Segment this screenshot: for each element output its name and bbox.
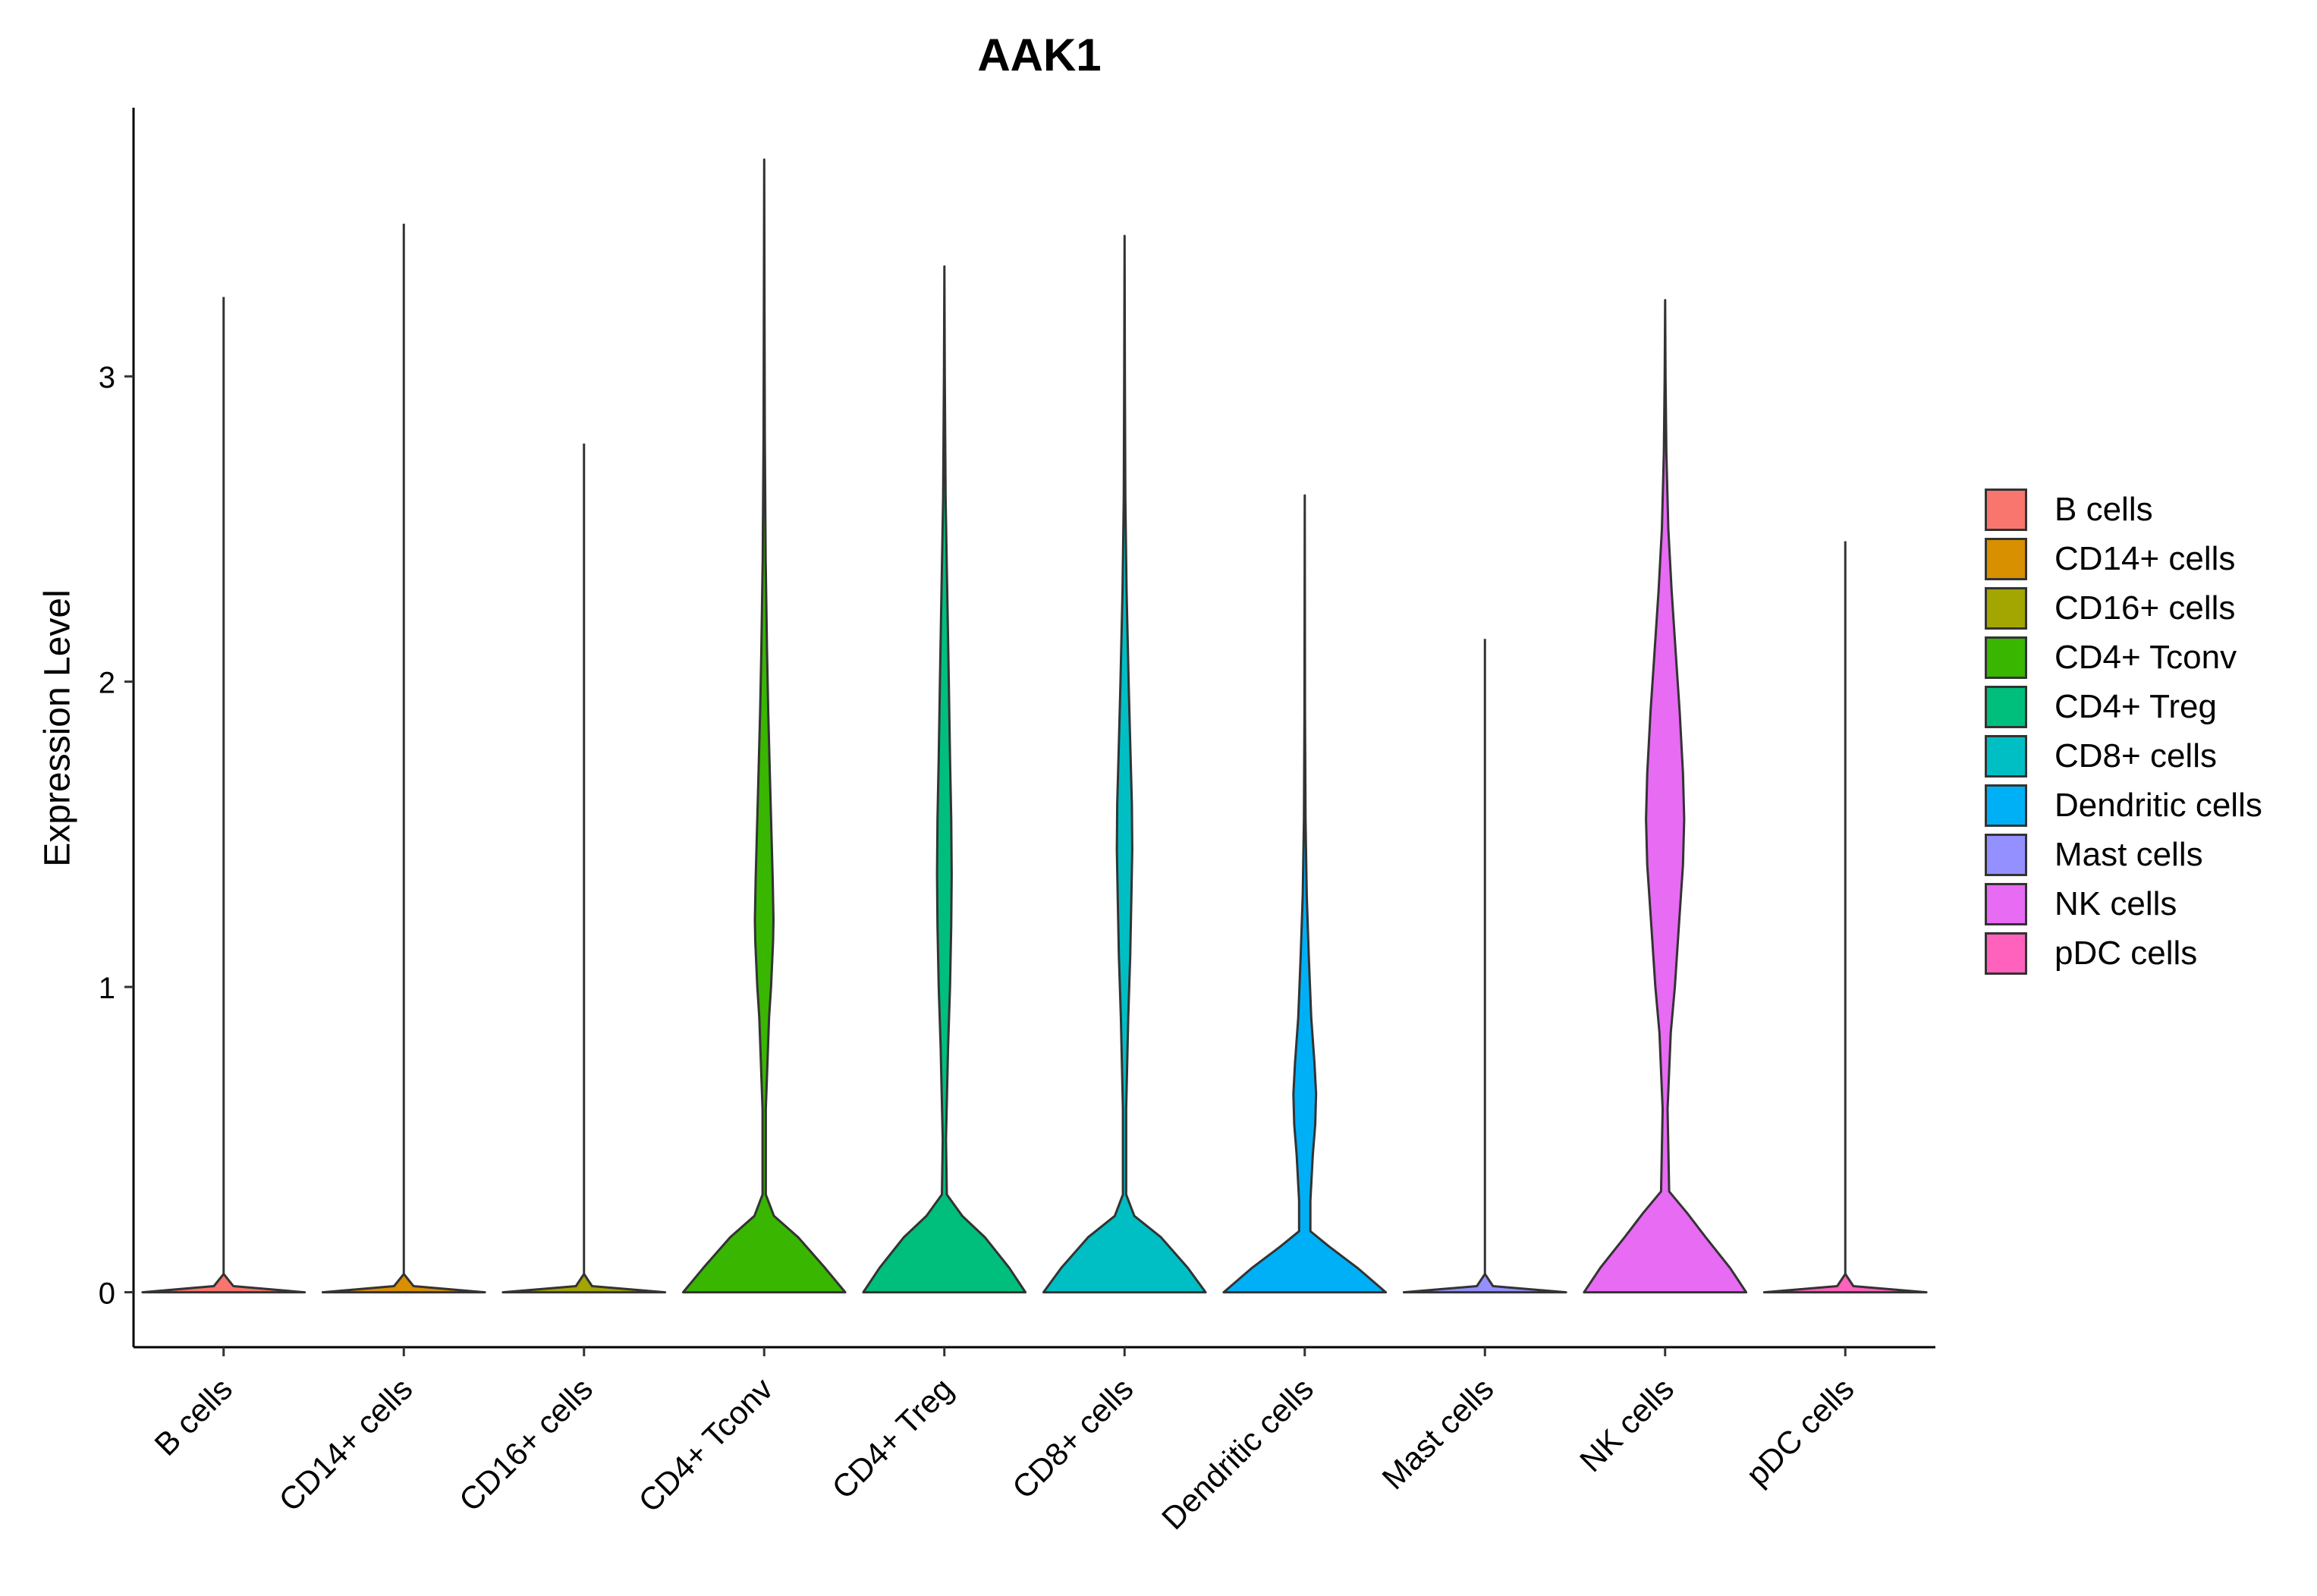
legend-label: CD4+ Treg xyxy=(2054,688,2217,725)
violin-8 xyxy=(1583,299,1748,1294)
violin-2 xyxy=(501,1272,667,1294)
legend-swatch xyxy=(1985,784,2027,827)
x-tick-label: CD4+ Tconv xyxy=(631,1371,779,1519)
violin-4 xyxy=(862,265,1027,1294)
x-tick-label: CD4+ Treg xyxy=(825,1371,960,1506)
y-axis: 0 1 2 3 xyxy=(99,108,135,1347)
legend-label: CD16+ cells xyxy=(2054,589,2236,627)
y-tick-label: 2 xyxy=(99,667,115,700)
plot-area xyxy=(141,158,1928,1294)
legend-label: NK cells xyxy=(2054,885,2177,922)
x-tick-label: CD16+ cells xyxy=(452,1371,599,1518)
x-tick-label: NK cells xyxy=(1573,1371,1680,1478)
legend-swatch xyxy=(1985,883,2027,925)
x-tick-label: pDC cells xyxy=(1739,1371,1860,1492)
violin-9 xyxy=(1762,1272,1928,1294)
legend-swatch xyxy=(1985,735,2027,778)
violin-0 xyxy=(141,1272,307,1294)
y-tick-label: 3 xyxy=(99,361,115,394)
x-axis: B cells CD14+ cells CD16+ cells CD4+ Tconv C… xyxy=(134,1346,1935,1536)
x-tick-label: Mast cells xyxy=(1375,1371,1500,1496)
violin-1 xyxy=(321,1272,486,1294)
x-tick-label: CD8+ cells xyxy=(1005,1371,1140,1506)
legend-label: Mast cells xyxy=(2054,836,2203,873)
legend-swatch xyxy=(1985,538,2027,580)
violin-7 xyxy=(1402,1272,1567,1294)
y-tick-label: 1 xyxy=(99,972,115,1005)
legend-label: CD4+ Tconv xyxy=(2054,639,2237,676)
x-tick-label: CD14+ cells xyxy=(272,1371,419,1518)
y-tick-label: 0 xyxy=(99,1277,115,1311)
legend-swatch xyxy=(1985,636,2027,679)
x-tick-label: B cells xyxy=(147,1371,239,1462)
legend-swatch xyxy=(1985,489,2027,531)
y-axis-label: Expression Level xyxy=(37,589,78,867)
legend-label: pDC cells xyxy=(2054,935,2198,972)
violin-5 xyxy=(1042,234,1207,1294)
legend-swatch xyxy=(1985,587,2027,630)
legend-swatch xyxy=(1985,932,2027,975)
legend-label: B cells xyxy=(2054,491,2153,528)
legend-label: CD8+ cells xyxy=(2054,737,2217,774)
chart-title: AAK1 xyxy=(977,30,1102,80)
legend-swatch xyxy=(1985,834,2027,876)
legend-swatch xyxy=(1985,686,2027,728)
legend-label: CD14+ cells xyxy=(2054,540,2236,577)
x-tick-label: Dendritic cells xyxy=(1155,1371,1320,1536)
violin-6 xyxy=(1222,494,1388,1294)
violin-3 xyxy=(681,158,847,1294)
legend-label: Dendritic cells xyxy=(2054,787,2262,824)
